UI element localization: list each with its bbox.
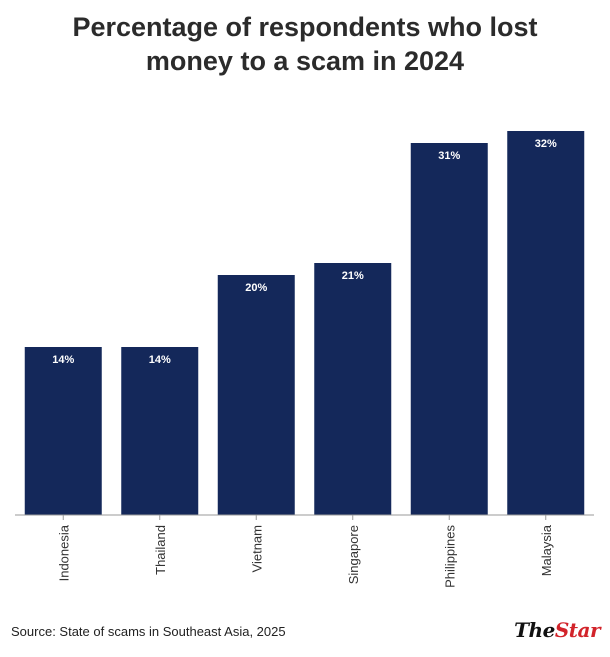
x-tick-label-vietnam: Vietnam bbox=[249, 525, 264, 572]
x-tick-label-thailand: Thailand bbox=[153, 525, 168, 575]
logo-the: The bbox=[514, 618, 555, 642]
bars-group: 14% 14% 20% 21% 31% 32% bbox=[24, 131, 585, 515]
bar-thailand bbox=[121, 347, 199, 515]
x-tick-label-malaysia: Malaysia bbox=[539, 524, 554, 576]
data-label-vietnam: 20% bbox=[245, 282, 267, 294]
bar-chart: 14% 14% 20% 21% 31% 32% Indonesia Thailand Viet… bbox=[15, 131, 594, 588]
bar-indonesia bbox=[24, 347, 102, 515]
bar-philippines bbox=[410, 143, 488, 515]
source-note: Source: State of scams in Southeast Asia… bbox=[11, 624, 286, 639]
data-label-thailand: 14% bbox=[149, 354, 171, 366]
data-label-philippines: 31% bbox=[438, 150, 460, 162]
logo-star: Star bbox=[554, 618, 601, 642]
x-tick-label-philippines: Philippines bbox=[442, 525, 457, 588]
chart-title: Percentage of respondents who lost money … bbox=[72, 12, 538, 76]
bar-vietnam bbox=[217, 275, 295, 515]
bar-singapore bbox=[314, 263, 392, 515]
x-axis-ticks: Indonesia Thailand Vietnam Singapore Philipp… bbox=[56, 515, 554, 588]
x-tick-label-singapore: Singapore bbox=[346, 525, 361, 584]
data-label-malaysia: 32% bbox=[535, 138, 557, 150]
data-label-indonesia: 14% bbox=[52, 354, 74, 366]
the-star-logo: TheStar bbox=[514, 618, 600, 642]
data-label-singapore: 21% bbox=[342, 270, 364, 282]
bar-malaysia bbox=[507, 131, 585, 515]
x-tick-label-indonesia: Indonesia bbox=[56, 524, 71, 581]
